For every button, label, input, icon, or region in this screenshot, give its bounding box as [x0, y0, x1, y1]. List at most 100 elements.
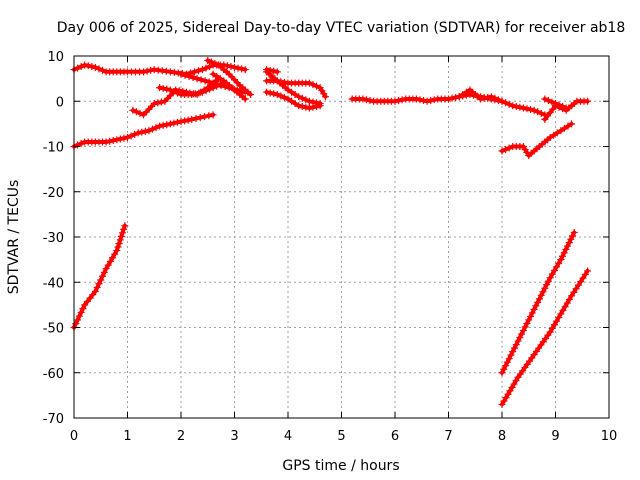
data-point-plus — [584, 97, 592, 105]
data-point-plus — [366, 96, 374, 104]
data-point-plus — [295, 93, 303, 101]
data-point-plus — [528, 309, 536, 317]
data-point-plus — [291, 90, 299, 98]
data-point-plus — [430, 96, 438, 104]
data-point-plus — [518, 330, 526, 338]
data-point-plus — [113, 136, 121, 144]
data-point-plus — [295, 102, 303, 110]
data-point-plus — [109, 254, 117, 262]
y-tick-label: 0 — [56, 95, 64, 110]
data-point-plus — [81, 61, 89, 69]
x-tick-label: 3 — [230, 429, 238, 444]
data-point-plus — [313, 82, 321, 90]
x-tick-label: 8 — [498, 429, 506, 444]
data-point-plus — [420, 96, 428, 104]
y-tick-label: -10 — [43, 141, 64, 156]
y-tick-labels: -70 -60 -50 -40 -30 -20 -10 0 10 — [43, 50, 64, 427]
data-point-plus — [412, 95, 420, 103]
data-point-plus — [535, 295, 543, 303]
data-point-plus — [543, 281, 551, 289]
data-point-plus — [564, 122, 572, 130]
data-point-plus — [548, 270, 556, 278]
data-point-plus — [541, 95, 549, 103]
data-point-plus — [448, 94, 456, 102]
data-point-plus — [207, 58, 215, 66]
x-tick-label: 9 — [551, 429, 559, 444]
data-point-plus — [559, 252, 567, 260]
data-point-plus — [113, 247, 121, 255]
data-point-plus — [562, 104, 570, 112]
data-point-plus — [116, 135, 124, 143]
data-point-plus — [560, 124, 568, 132]
data-point-plus — [569, 232, 577, 240]
data-point-plus — [505, 355, 513, 363]
data-point-plus — [266, 89, 274, 97]
series-sat-s — [498, 267, 592, 408]
data-point-plus — [114, 243, 122, 251]
data-point-plus — [120, 225, 128, 233]
data-point-plus — [557, 256, 565, 264]
data-point-plus — [193, 75, 201, 83]
data-point-plus — [88, 63, 96, 71]
series-sat-k — [70, 111, 217, 150]
data-point-plus — [270, 67, 278, 75]
x-tick-label: 4 — [284, 429, 292, 444]
data-point-plus — [560, 249, 568, 257]
data-point-plus — [106, 137, 114, 145]
data-point-plus — [553, 317, 561, 325]
data-point-plus — [480, 94, 488, 102]
data-point-plus — [177, 70, 185, 78]
data-point-plus — [548, 98, 556, 106]
data-point-plus — [321, 93, 329, 101]
data-point-plus — [132, 108, 140, 116]
data-point-plus — [190, 68, 198, 76]
data-point-plus — [201, 113, 209, 121]
data-point-plus — [72, 320, 80, 328]
data-point-plus — [100, 268, 108, 276]
data-point-plus — [455, 93, 463, 101]
series-sat-c — [204, 57, 255, 98]
data-point-plus — [309, 103, 317, 111]
data-point-plus — [544, 96, 552, 104]
data-point-plus — [148, 125, 156, 133]
data-point-plus — [555, 259, 563, 267]
data-point-plus — [129, 106, 137, 114]
data-point-plus — [553, 263, 561, 271]
data-point-plus — [498, 369, 506, 377]
data-point-plus — [111, 250, 119, 258]
data-point-plus — [156, 84, 164, 92]
data-point-plus — [194, 67, 202, 75]
data-point-plus — [124, 133, 131, 141]
data-point-plus — [140, 68, 148, 76]
data-point-plus — [154, 99, 162, 107]
data-point-plus — [530, 305, 538, 313]
data-point-plus — [74, 141, 82, 149]
data-point-plus — [231, 63, 238, 71]
data-point-plus — [527, 106, 535, 114]
data-point-plus — [216, 81, 224, 89]
data-point-plus — [280, 93, 288, 101]
data-point-plus — [173, 89, 181, 97]
data-point-plus — [177, 118, 185, 126]
data-point-plus — [500, 365, 508, 373]
data-point-plus — [119, 229, 127, 237]
data-point-plus — [516, 103, 524, 111]
series-sat-i — [263, 77, 329, 101]
data-point-plus — [223, 62, 231, 70]
data-point-plus — [191, 90, 199, 98]
data-point-plus — [570, 228, 578, 236]
data-point-plus — [316, 102, 324, 110]
data-point-plus — [156, 122, 164, 130]
data-point-plus — [502, 362, 510, 370]
data-point-plus — [241, 95, 249, 103]
data-point-plus — [170, 87, 178, 95]
data-point-plus — [185, 72, 193, 80]
data-point-plus — [188, 90, 196, 98]
data-point-plus — [445, 95, 452, 103]
data-point-plus — [523, 105, 531, 113]
data-point-plus — [288, 97, 296, 105]
x-tick-label: 1 — [123, 429, 131, 444]
data-point-plus — [198, 88, 206, 96]
data-point-plus — [152, 124, 160, 132]
data-point-plus — [423, 97, 431, 105]
